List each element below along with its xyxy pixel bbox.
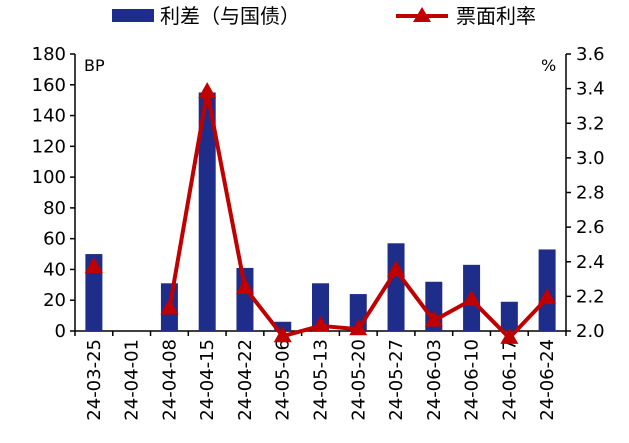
legend-label-line: 票面利率 — [456, 4, 536, 28]
left-tick-label: 0 — [55, 321, 66, 342]
left-tick-label: 40 — [43, 259, 66, 280]
line-point — [462, 289, 481, 306]
right-tick-label: 3.4 — [576, 79, 605, 100]
line-point — [273, 326, 292, 343]
x-tick-label: 24-06-24 — [537, 339, 558, 421]
line-series — [84, 82, 557, 344]
line-point — [424, 310, 443, 327]
right-axis-ticks: 2.0 2.2 2.4 2.6 2.8 3.0 3.2 3.4 3.6 — [566, 44, 605, 342]
x-tick-label: 24-06-17 — [499, 339, 520, 421]
legend-swatch-marker — [413, 7, 431, 22]
line-point — [235, 277, 254, 294]
left-tick-label: 140 — [32, 106, 66, 127]
line-point — [84, 256, 103, 273]
left-axis-ticks: 0 20 40 60 80 100 120 140 160 180 — [32, 44, 75, 342]
right-tick-label: 3.2 — [576, 113, 605, 134]
x-tick-label: 24-04-15 — [197, 339, 218, 421]
right-tick-label: 2.8 — [576, 183, 605, 204]
line-point — [387, 260, 406, 277]
left-tick-label: 20 — [43, 290, 66, 311]
legend: 利差（与国债） 票面利率 — [112, 4, 536, 28]
left-tick-label: 80 — [43, 198, 66, 219]
left-tick-label: 120 — [32, 136, 66, 157]
line-point — [500, 327, 519, 344]
x-tick-label: 24-04-01 — [122, 339, 143, 421]
bar — [85, 254, 103, 331]
bar — [236, 267, 254, 331]
line-point — [538, 288, 557, 305]
legend-label-bar: 利差（与国债） — [160, 4, 300, 28]
line-point — [311, 315, 330, 332]
bar — [387, 243, 405, 331]
x-tick-label: 24-05-13 — [311, 339, 332, 421]
x-axis-ticks: 24-03-25 24-04-01 24-04-08 24-04-15 24-04-22… — [74, 331, 567, 421]
left-tick-label: 100 — [32, 167, 66, 188]
legend-swatch-bar — [112, 9, 154, 22]
left-tick-label: 160 — [32, 75, 66, 96]
x-tick-label: 24-03-25 — [84, 339, 105, 421]
line-point — [198, 82, 217, 99]
bar — [312, 283, 329, 331]
right-tick-label: 2.0 — [576, 321, 605, 342]
right-tick-label: 3.6 — [576, 44, 605, 65]
right-tick-label: 2.6 — [576, 217, 605, 238]
bars — [85, 92, 556, 331]
bar — [198, 92, 216, 331]
left-tick-label: 180 — [32, 44, 66, 65]
right-tick-label: 3.0 — [576, 148, 605, 169]
x-tick-label: 24-06-03 — [424, 339, 445, 421]
left-axis-unit: BP — [84, 56, 105, 75]
x-tick-label: 24-05-27 — [386, 339, 407, 421]
x-tick-label: 24-06-10 — [462, 339, 483, 421]
x-tick-label: 24-04-22 — [235, 339, 256, 421]
x-tick-label: 24-05-20 — [348, 339, 369, 421]
line-point — [160, 298, 179, 315]
right-tick-label: 2.2 — [576, 286, 605, 307]
bar — [500, 301, 518, 331]
right-tick-label: 2.4 — [576, 252, 605, 273]
line-point — [349, 319, 368, 336]
right-axis-unit: % — [541, 56, 556, 75]
x-tick-label: 24-05-06 — [273, 339, 294, 421]
left-tick-label: 60 — [43, 229, 66, 250]
x-tick-label: 24-04-08 — [159, 339, 180, 421]
